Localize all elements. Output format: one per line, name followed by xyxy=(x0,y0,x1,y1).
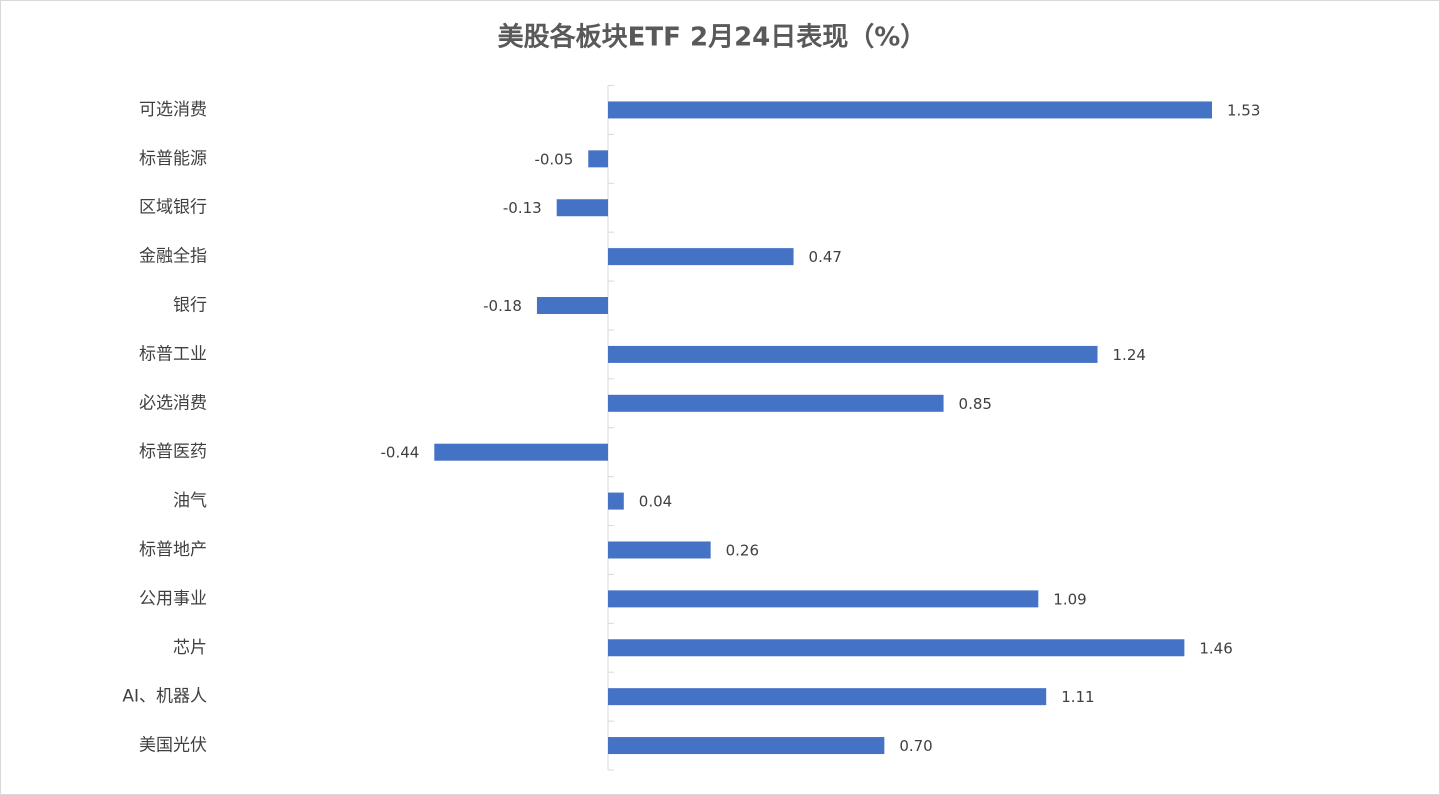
bar xyxy=(608,101,1212,119)
value-label: 0.70 xyxy=(899,737,932,755)
category-label: 标普工业 xyxy=(139,344,207,364)
category-label: AI、机器人 xyxy=(122,687,207,707)
value-label: 1.53 xyxy=(1227,101,1260,119)
bar xyxy=(588,150,608,168)
category-label: 芯片 xyxy=(173,638,207,658)
value-label: -0.13 xyxy=(503,199,542,217)
category-label: 标普医药 xyxy=(139,442,207,462)
category-label: 银行 xyxy=(173,296,207,316)
category-label: 公用事业 xyxy=(139,589,207,609)
category-label: 必选消费 xyxy=(139,393,207,413)
bar xyxy=(608,492,624,510)
value-label: 0.04 xyxy=(639,493,672,511)
value-label: -0.05 xyxy=(534,150,573,168)
chart-title: 美股各板块ETF 2月24日表现（%） xyxy=(498,22,927,53)
value-label: -0.44 xyxy=(380,444,419,462)
category-label: 油气 xyxy=(173,491,207,511)
value-label: 1.11 xyxy=(1061,688,1094,706)
category-label: 区域银行 xyxy=(139,198,207,218)
value-label: 0.47 xyxy=(809,248,842,266)
value-label: 0.26 xyxy=(726,541,759,559)
value-label: -0.18 xyxy=(483,297,522,315)
bar xyxy=(608,639,1185,657)
category-label: 美国光伏 xyxy=(139,736,207,756)
bar xyxy=(608,688,1047,706)
category-label: 标普能源 xyxy=(139,149,207,169)
value-label: 1.46 xyxy=(1199,639,1232,657)
value-label: 1.24 xyxy=(1113,346,1146,364)
category-label: 标普地产 xyxy=(139,540,207,560)
bar xyxy=(608,345,1098,363)
bar xyxy=(608,248,794,266)
bar xyxy=(608,394,944,412)
bar xyxy=(608,590,1039,608)
value-label: 1.09 xyxy=(1053,590,1086,608)
bar xyxy=(434,443,608,461)
category-label: 金融全指 xyxy=(139,247,207,267)
bar xyxy=(608,541,711,559)
bar xyxy=(536,297,608,315)
bar xyxy=(608,737,885,755)
category-label: 可选消费 xyxy=(139,100,207,120)
value-label: 0.85 xyxy=(959,395,992,413)
bar xyxy=(556,199,608,217)
